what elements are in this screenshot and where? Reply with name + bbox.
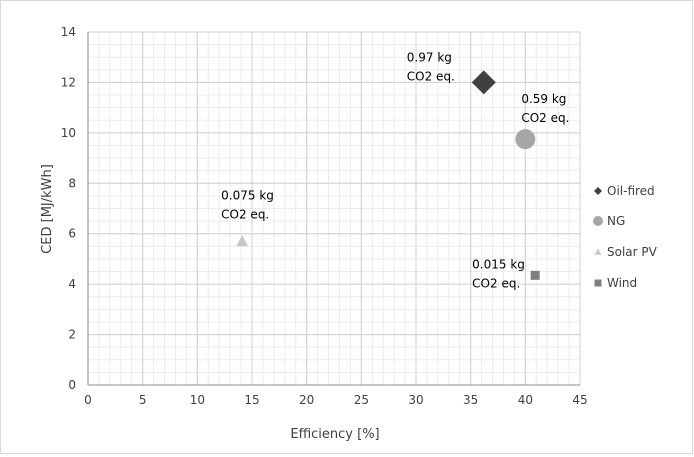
x-axis-label: Efficiency [%]: [290, 427, 379, 442]
y-tick-label: 6: [68, 227, 76, 241]
legend-label: Wind: [607, 276, 637, 290]
legend-label: Solar PV: [607, 245, 658, 259]
legend-marker: [594, 248, 602, 255]
legend: Oil-fired NG Solar PV Wind: [593, 184, 658, 290]
axes: [87, 32, 580, 386]
y-tick-label: 12: [61, 75, 76, 89]
data-label: CO2 eq.: [521, 111, 569, 125]
tick-labels: 0 5 10 15 20 25 30 35 40 45 0 2 4 6 8 10 12 14: [61, 25, 588, 407]
data-label: 0.075 kg: [221, 188, 274, 202]
x-tick-label: 40: [518, 393, 533, 407]
legend-label: Oil-fired: [607, 184, 655, 198]
data-point: [515, 129, 536, 150]
x-tick-label: 15: [244, 393, 259, 407]
y-tick-label: 14: [61, 25, 76, 39]
legend-marker: [593, 216, 603, 226]
data-point: [236, 235, 249, 247]
data-label: CO2 eq.: [221, 207, 269, 221]
data-label: 0.97 kg: [407, 50, 452, 64]
x-tick-label: 10: [190, 393, 205, 407]
x-tick-label: 5: [139, 393, 147, 407]
data-point: [471, 70, 496, 95]
legend-marker: [594, 187, 602, 195]
data-points: [236, 70, 540, 280]
y-tick-label: 0: [68, 378, 76, 392]
data-label: 0.015 kg: [472, 257, 525, 271]
data-label: 0.59 kg: [521, 92, 566, 106]
data-point: [530, 270, 540, 280]
annotations: 0.97 kg CO2 eq. 0.59 kg CO2 eq. 0.075 kg CO2 …: [221, 50, 569, 290]
x-tick-label: 35: [463, 393, 478, 407]
legend-marker: [594, 279, 602, 287]
y-tick-label: 2: [68, 328, 76, 342]
x-tick-label: 20: [299, 393, 314, 407]
grid-lines: [87, 31, 581, 386]
x-tick-label: 45: [572, 393, 587, 407]
data-label: CO2 eq.: [472, 276, 520, 290]
data-label: CO2 eq.: [407, 69, 455, 83]
x-tick-label: 0: [84, 393, 92, 407]
y-tick-label: 10: [61, 126, 76, 140]
y-tick-label: 4: [68, 277, 76, 291]
x-tick-label: 25: [354, 393, 369, 407]
x-tick-label: 30: [408, 393, 423, 407]
y-axis-label: CED [MJ/kWh]: [40, 164, 55, 254]
y-tick-label: 8: [68, 176, 76, 190]
legend-label: NG: [607, 214, 625, 228]
